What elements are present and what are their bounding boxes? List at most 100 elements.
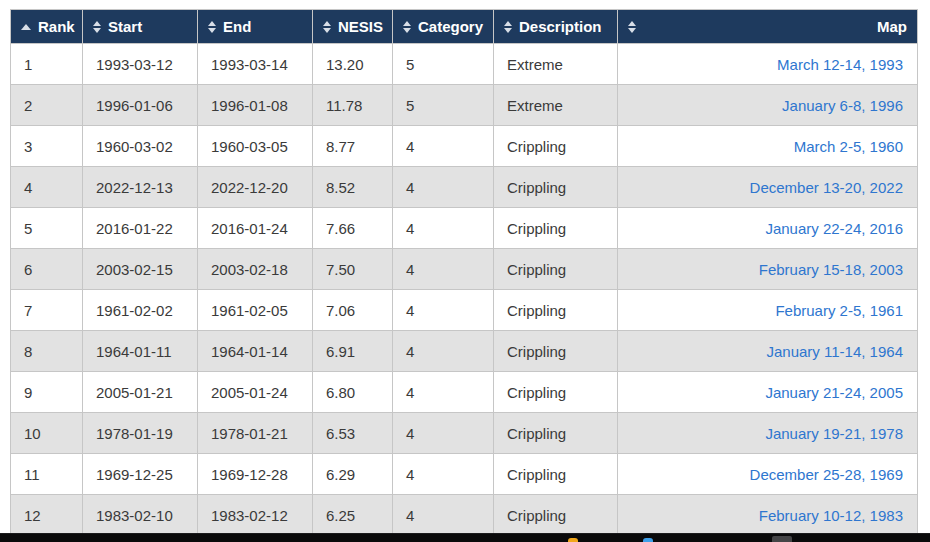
cell-rank: 1 (11, 44, 83, 85)
map-link[interactable]: January 22-24, 2016 (765, 220, 903, 237)
cell-start: 1993-03-12 (83, 44, 198, 85)
map-link[interactable]: February 10-12, 1983 (759, 507, 903, 524)
cell-description: Extreme (494, 85, 618, 126)
cell-start: 1983-02-10 (83, 495, 198, 536)
cell-category: 4 (393, 126, 494, 167)
cell-map: March 2-5, 1960 (618, 126, 918, 167)
table-row: 101978-01-191978-01-216.534CripplingJanu… (11, 413, 918, 454)
map-link[interactable]: December 25-28, 1969 (750, 466, 903, 483)
cell-description: Extreme (494, 44, 618, 85)
column-header-description[interactable]: Description (494, 10, 618, 44)
table-row: 21996-01-061996-01-0811.785ExtremeJanuar… (11, 85, 918, 126)
column-header-start[interactable]: Start (83, 10, 198, 44)
column-header-end[interactable]: End (198, 10, 313, 44)
cell-start: 2016-01-22 (83, 208, 198, 249)
cell-start: 2022-12-13 (83, 167, 198, 208)
cell-start: 1978-01-19 (83, 413, 198, 454)
sort-ascending-icon (21, 24, 31, 30)
column-label-rank: Rank (38, 18, 75, 35)
cell-rank: 3 (11, 126, 83, 167)
cell-start: 1960-03-02 (83, 126, 198, 167)
column-header-rank[interactable]: Rank (11, 10, 83, 44)
cell-start: 1964-01-11 (83, 331, 198, 372)
nesis-rank-table: RankStartEndNESISCategoryDescriptionMap … (10, 9, 918, 536)
map-link[interactable]: January 6-8, 1996 (782, 97, 903, 114)
cell-map: February 2-5, 1961 (618, 290, 918, 331)
cell-start: 2005-01-21 (83, 372, 198, 413)
table-row: 81964-01-111964-01-146.914CripplingJanua… (11, 331, 918, 372)
map-link[interactable]: February 15-18, 2003 (759, 261, 903, 278)
cell-category: 4 (393, 290, 494, 331)
taskbar-icon-gray[interactable] (772, 536, 792, 542)
table-row: 42022-12-132022-12-208.524CripplingDecem… (11, 167, 918, 208)
taskbar-icon-orange[interactable] (568, 538, 578, 542)
sort-toggle-icon (403, 21, 411, 33)
cell-rank: 4 (11, 167, 83, 208)
data-table: RankStartEndNESISCategoryDescriptionMap … (10, 9, 918, 536)
column-header-map[interactable]: Map (618, 10, 918, 44)
cell-start: 1969-12-25 (83, 454, 198, 495)
cell-map: January 19-21, 1978 (618, 413, 918, 454)
cell-map: January 21-24, 2005 (618, 372, 918, 413)
cell-end: 1978-01-21 (198, 413, 313, 454)
cell-end: 1964-01-14 (198, 331, 313, 372)
table-row: 121983-02-101983-02-126.254CripplingFebr… (11, 495, 918, 536)
table-row: 71961-02-021961-02-057.064CripplingFebru… (11, 290, 918, 331)
cell-nesis: 8.77 (313, 126, 393, 167)
map-link[interactable]: December 13-20, 2022 (750, 179, 903, 196)
cell-start: 1961-02-02 (83, 290, 198, 331)
cell-nesis: 6.25 (313, 495, 393, 536)
cell-category: 4 (393, 208, 494, 249)
map-link[interactable]: January 11-14, 1964 (767, 343, 904, 360)
cell-nesis: 8.52 (313, 167, 393, 208)
map-link[interactable]: March 2-5, 1960 (794, 138, 903, 155)
column-label-description: Description (519, 18, 602, 35)
map-link[interactable]: March 12-14, 1993 (777, 56, 903, 73)
cell-rank: 9 (11, 372, 83, 413)
cell-category: 4 (393, 167, 494, 208)
table-row: 92005-01-212005-01-246.804CripplingJanua… (11, 372, 918, 413)
cell-description: Crippling (494, 495, 618, 536)
table-body: 11993-03-121993-03-1413.20 5 Extreme March … (11, 44, 918, 536)
column-label-category: Category (418, 18, 483, 35)
cell-end: 1969-12-28 (198, 454, 313, 495)
map-link[interactable]: January 21-24, 2005 (765, 384, 903, 401)
cell-map: March 12-14, 1993 (618, 44, 918, 85)
cell-nesis: 11.78 (313, 85, 393, 126)
column-header-nesis[interactable]: NESIS (313, 10, 393, 44)
cell-description: Crippling (494, 454, 618, 495)
taskbar-icon-blue[interactable] (643, 538, 653, 542)
sort-toggle-icon (323, 21, 331, 33)
column-label-start: Start (108, 18, 142, 35)
cell-map: December 13-20, 2022 (618, 167, 918, 208)
cell-category: 4 (393, 249, 494, 290)
sort-toggle-icon (93, 21, 101, 33)
taskbar (0, 533, 930, 542)
cell-description: Crippling (494, 331, 618, 372)
column-label-end: End (223, 18, 251, 35)
cell-nesis: 7.50 (313, 249, 393, 290)
table-row: 31960-03-021960-03-058.774CripplingMarch… (11, 126, 918, 167)
column-label-map: Map (877, 18, 907, 35)
column-label-nesis: NESIS (338, 18, 383, 35)
table-row: 11993-03-121993-03-1413.205ExtremeMarch … (11, 44, 918, 85)
cell-nesis: 6.91 (313, 331, 393, 372)
table-row: 62003-02-152003-02-187.504CripplingFebru… (11, 249, 918, 290)
cell-category: 4 (393, 454, 494, 495)
cell-end: 1960-03-05 (198, 126, 313, 167)
cell-description: Crippling (494, 208, 618, 249)
cell-map: February 15-18, 2003 (618, 249, 918, 290)
map-link[interactable]: February 2-5, 1961 (775, 302, 903, 319)
cell-rank: 2 (11, 85, 83, 126)
cell-description: Crippling (494, 249, 618, 290)
column-header-category[interactable]: Category (393, 10, 494, 44)
cell-rank: 5 (11, 208, 83, 249)
cell-end: 1993-03-14 (198, 44, 313, 85)
cell-nesis: 13.20 (313, 44, 393, 85)
cell-map: February 10-12, 1983 (618, 495, 918, 536)
cell-description: Crippling (494, 290, 618, 331)
map-link[interactable]: January 19-21, 1978 (765, 425, 903, 442)
cell-end: 1961-02-05 (198, 290, 313, 331)
cell-rank: 7 (11, 290, 83, 331)
cell-end: 2022-12-20 (198, 167, 313, 208)
